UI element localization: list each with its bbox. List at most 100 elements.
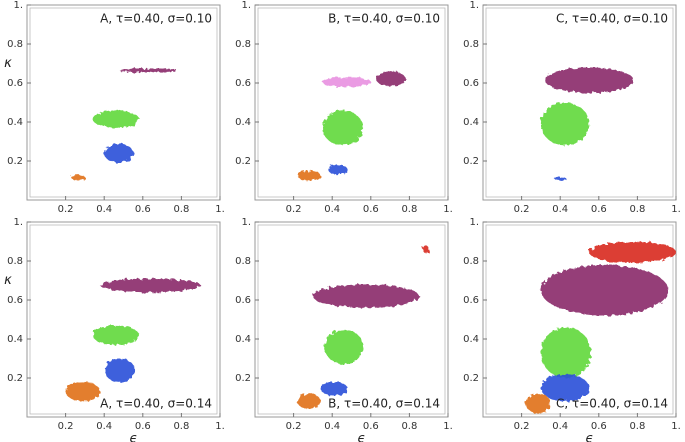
region-blob [92,110,139,128]
x-axis-label: ϵ [130,432,138,442]
region-blob [324,329,364,365]
y-tick-label: 1. [469,0,479,11]
y-tick-label: 1. [241,217,251,228]
panel-title: A, τ=0.40, σ=0.14 [100,397,212,411]
x-tick-label: 0.8 [629,204,645,215]
region-blob [544,67,634,93]
x-tick-label: 1. [215,421,225,432]
region-blob [589,241,676,263]
x-tick-label: 0.4 [96,421,112,432]
region-blob [92,325,139,345]
region-blob [104,143,134,163]
x-tick-label: 0.2 [286,204,302,215]
region-blob [322,110,364,146]
y-tick-label: 0.8 [235,39,251,50]
panel-frame [254,4,449,201]
x-tick-label: 0.6 [591,204,607,215]
region-blob [540,102,590,146]
x-tick-label: 0.6 [591,421,607,432]
y-tick-label: 1. [241,0,251,11]
region-blob [376,71,406,87]
y-axis-label: κ [4,56,12,71]
x-tick-label: 0.2 [514,421,530,432]
x-tick-label: 1. [671,421,681,432]
region-blob [297,393,321,410]
panel-inner [257,7,446,198]
region-blob [328,164,348,175]
x-tick-label: 0.6 [363,421,379,432]
region-blob [422,245,429,254]
panel-title: C, τ=0.40, σ=0.14 [556,397,668,411]
region-blob [312,284,420,308]
y-tick-label: 0.6 [235,78,251,89]
x-tick-label: 0.2 [286,421,302,432]
region-blob [540,264,669,316]
y-tick-label: 0.6 [235,295,251,306]
y-tick-label: 0.6 [7,295,23,306]
x-tick-label: 0.4 [96,204,112,215]
y-tick-label: 0.4 [235,117,251,128]
x-tick-label: 1. [443,204,453,215]
x-tick-label: 1. [443,421,453,432]
panel-inner [485,7,674,198]
y-tick-label: 0.4 [463,117,479,128]
region-blob [297,170,321,181]
region-blob [554,176,566,181]
panel-frame [482,4,677,201]
y-tick-label: 0.8 [463,256,479,267]
y-tick-label: 0.4 [7,334,23,345]
y-tick-label: 1. [13,0,23,11]
y-tick-label: 0.8 [7,39,23,50]
panel-frame [26,221,221,418]
y-tick-label: 0.6 [7,78,23,89]
x-tick-label: 0.6 [363,204,379,215]
panel-inner [29,7,218,198]
x-tick-label: 0.4 [324,421,340,432]
y-tick-label: 1. [13,217,23,228]
region-blob [71,174,85,181]
panel-title: B, τ=0.40, σ=0.10 [328,12,440,26]
region-blob [104,358,136,382]
region-blob [119,68,178,73]
region-blob [65,381,101,402]
region-blob [540,374,590,402]
x-axis-label: ϵ [586,432,594,442]
x-tick-label: 0.6 [135,204,151,215]
x-tick-label: 1. [215,204,225,215]
y-tick-label: 0.6 [463,78,479,89]
x-tick-label: 0.4 [324,204,340,215]
y-tick-label: 1. [469,217,479,228]
panel-inner [257,224,446,415]
x-tick-label: 0.4 [552,204,568,215]
y-axis-label: κ [4,273,12,288]
y-tick-label: 0.4 [235,334,251,345]
panel-frame [26,4,221,201]
x-axis-label: ϵ [358,432,366,442]
y-tick-label: 0.6 [463,295,479,306]
y-tick-label: 0.4 [7,117,23,128]
panel-title: B, τ=0.40, σ=0.14 [328,397,440,411]
y-tick-label: 0.2 [235,156,251,167]
x-tick-label: 0.4 [552,421,568,432]
panel-frame [254,221,449,418]
y-tick-label: 0.8 [463,39,479,50]
x-tick-label: 0.8 [173,204,189,215]
x-tick-label: 0.8 [401,204,417,215]
region-blob [322,77,371,87]
y-tick-label: 0.2 [463,373,479,384]
x-tick-label: 1. [671,204,681,215]
panel-inner [485,224,674,415]
y-tick-label: 0.4 [463,334,479,345]
panel-title: C, τ=0.40, σ=0.10 [556,12,668,26]
x-tick-label: 0.8 [629,421,645,432]
x-tick-label: 0.6 [135,421,151,432]
y-tick-label: 0.8 [7,256,23,267]
region-blob [525,393,551,414]
panel-inner [29,224,218,415]
y-tick-label: 0.2 [7,156,23,167]
y-tick-label: 0.2 [235,373,251,384]
region-blob [100,278,201,293]
region-blob [320,381,348,396]
panel-title: A, τ=0.40, σ=0.10 [100,12,212,26]
